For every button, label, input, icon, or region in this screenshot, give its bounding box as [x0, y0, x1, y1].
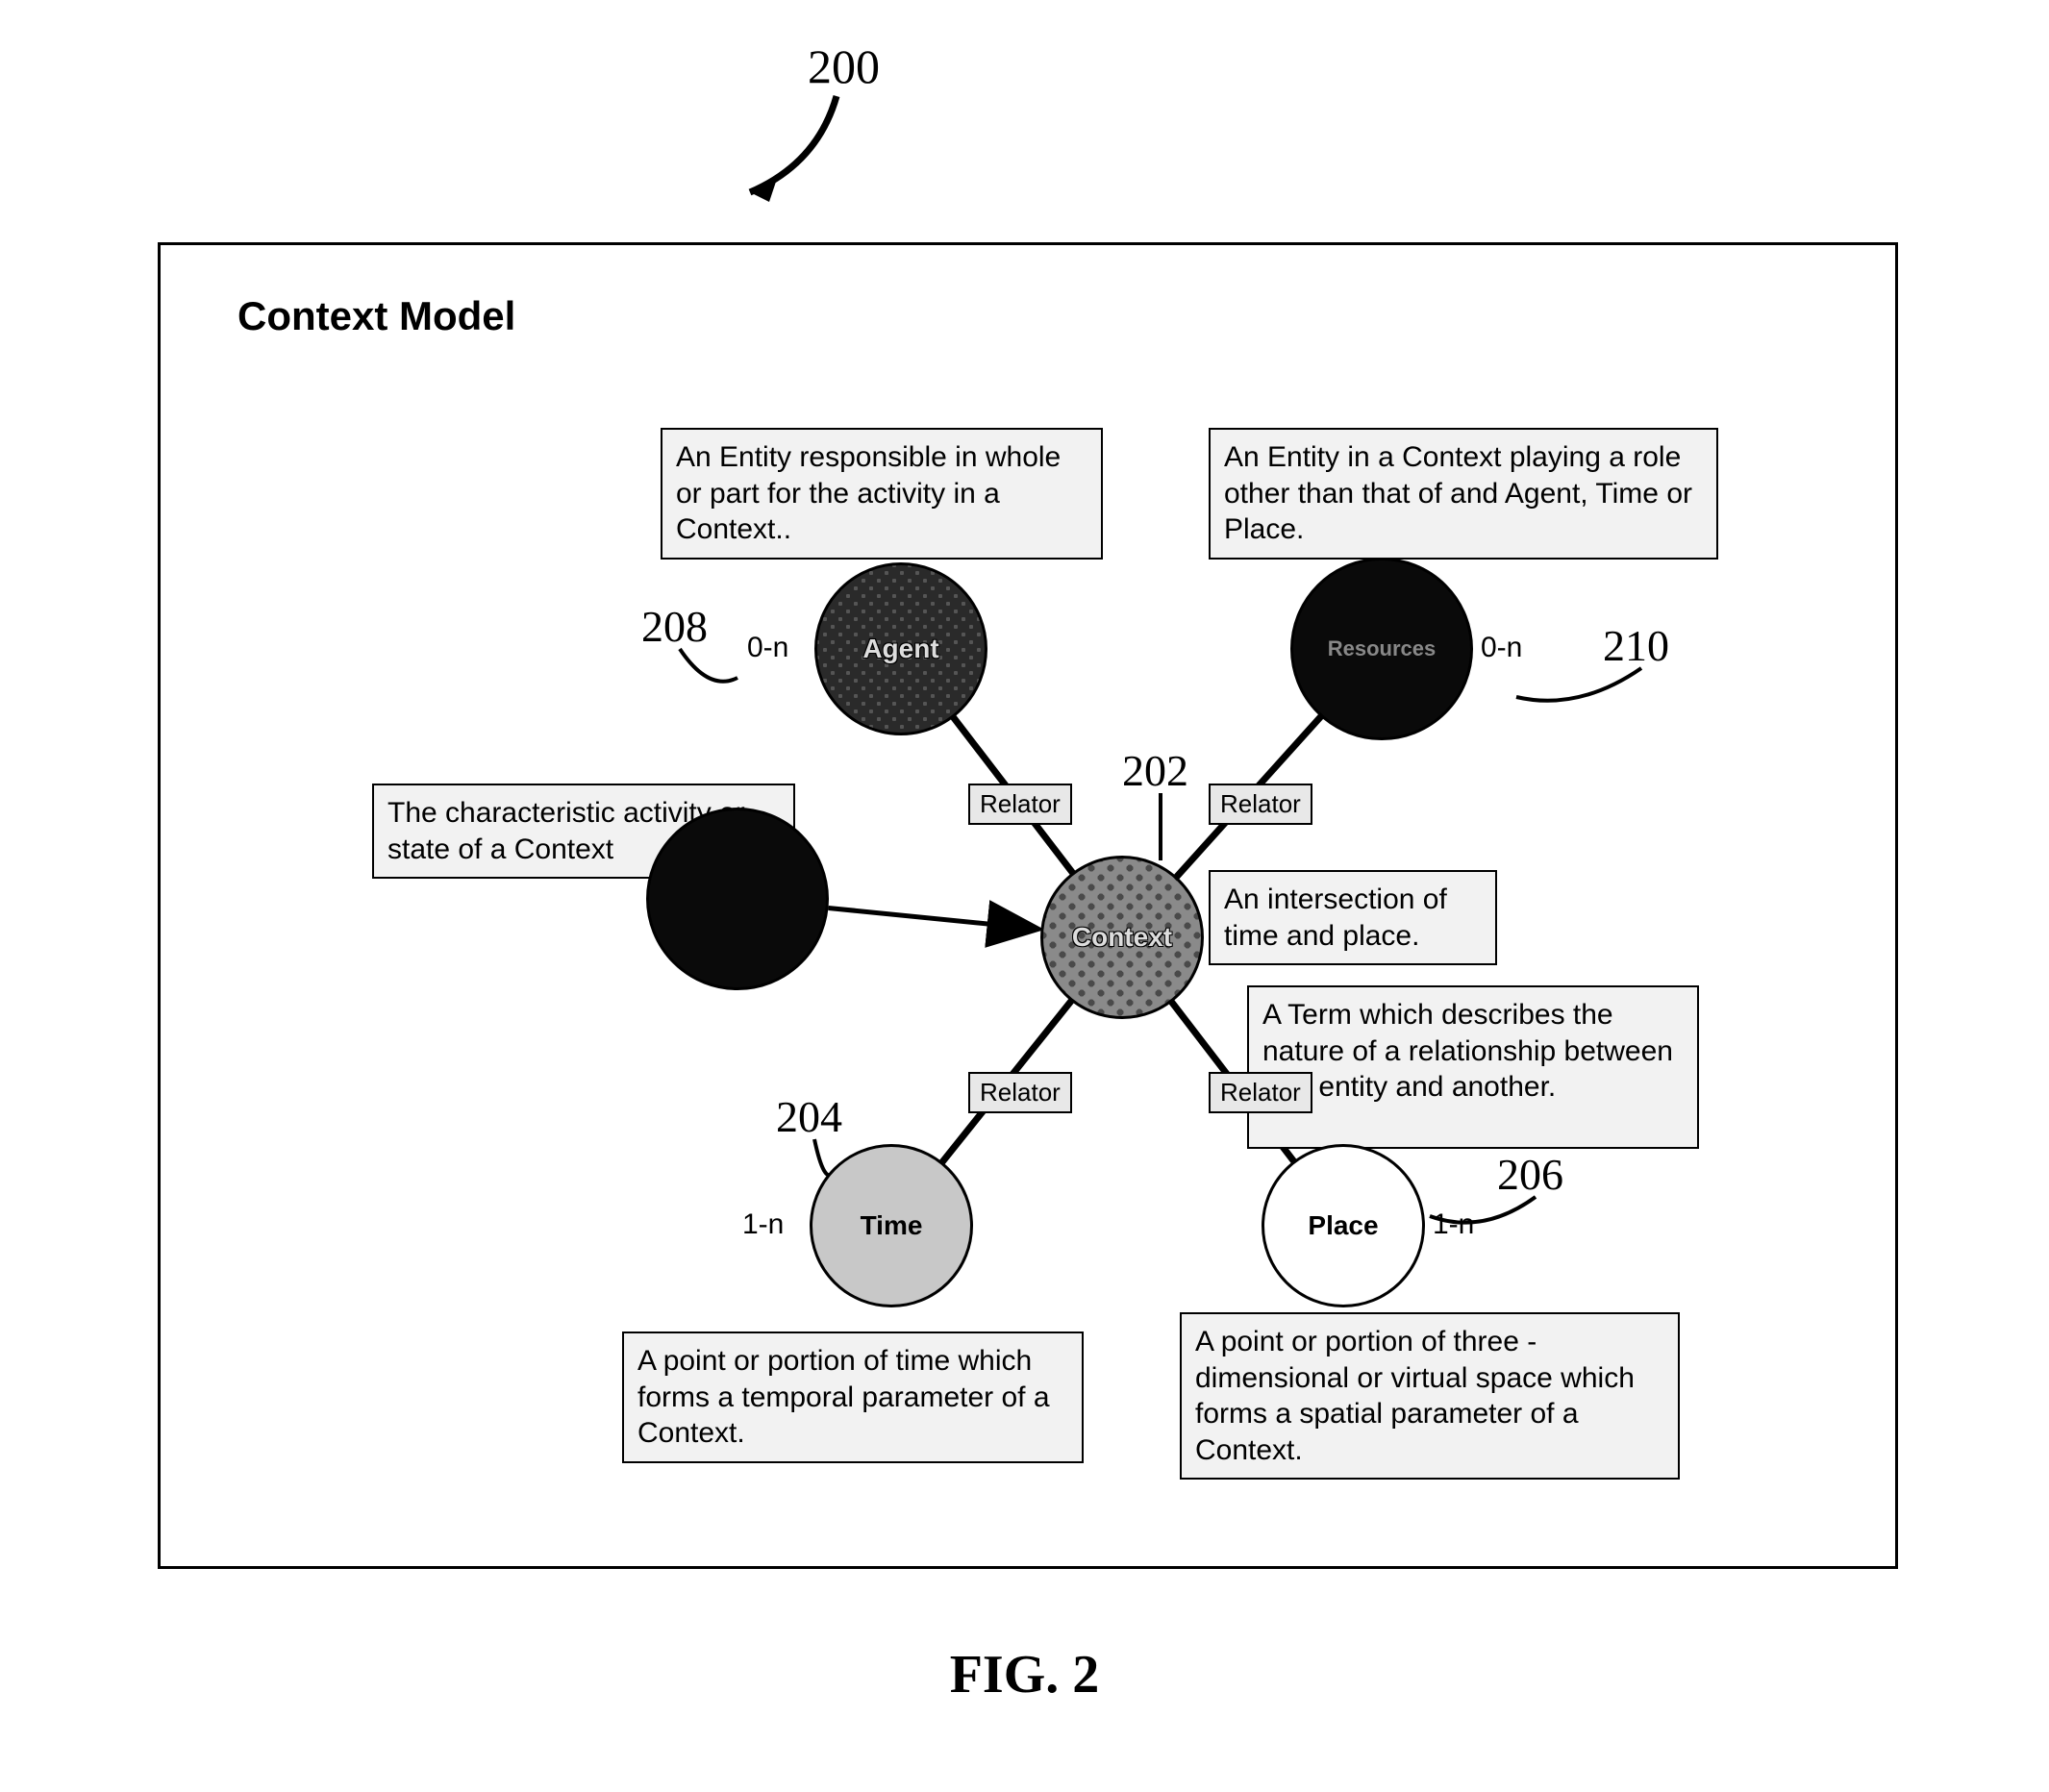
relator-label: Relator [968, 784, 1072, 825]
diagram-frame: Context Model ContextAgen [158, 242, 1898, 1569]
callout-202: 202 [1122, 745, 1188, 796]
cardinality-resource: 0-n [1481, 632, 1522, 664]
node-time: Time [810, 1144, 973, 1307]
node-place-label: Place [1308, 1210, 1378, 1241]
desc-context: An intersection of time and place. [1209, 870, 1497, 965]
node-place: Place [1262, 1144, 1425, 1307]
desc-time: A point or portion of time which forms a… [622, 1332, 1084, 1463]
relator-label: Relator [1209, 1072, 1312, 1113]
arrow-to-figure-icon [712, 77, 865, 212]
cardinality-place: 1-n [1433, 1208, 1474, 1241]
node-context: Context [1040, 856, 1204, 1019]
callout-204: 204 [776, 1091, 842, 1142]
figure-caption: FIG. 2 [0, 1644, 2049, 1705]
desc-resource: An Entity in a Context playing a role ot… [1209, 428, 1718, 560]
desc-relator: A Term which describes the nature of a r… [1247, 985, 1699, 1149]
node-agent: Agent [814, 562, 987, 735]
node-context-label: Context [1072, 922, 1172, 953]
desc-place: A point or portion of three - dimensiona… [1180, 1312, 1680, 1480]
callout-208: 208 [641, 601, 708, 652]
cardinality-time: 1-n [742, 1208, 784, 1241]
node-time-label: Time [861, 1210, 923, 1241]
page: 200 Context Model [0, 0, 2049, 1792]
node-activity [646, 808, 829, 990]
node-agent-label: Agent [862, 634, 938, 664]
cardinality-agent: 0-n [747, 632, 788, 664]
node-resource: Resources [1290, 558, 1473, 740]
relator-label: Relator [1209, 784, 1312, 825]
desc-agent: An Entity responsible in whole or part f… [661, 428, 1103, 560]
callout-206: 206 [1497, 1149, 1563, 1200]
relator-label: Relator [968, 1072, 1072, 1113]
callout-210: 210 [1603, 620, 1669, 671]
node-resource-label: Resources [1328, 636, 1437, 661]
